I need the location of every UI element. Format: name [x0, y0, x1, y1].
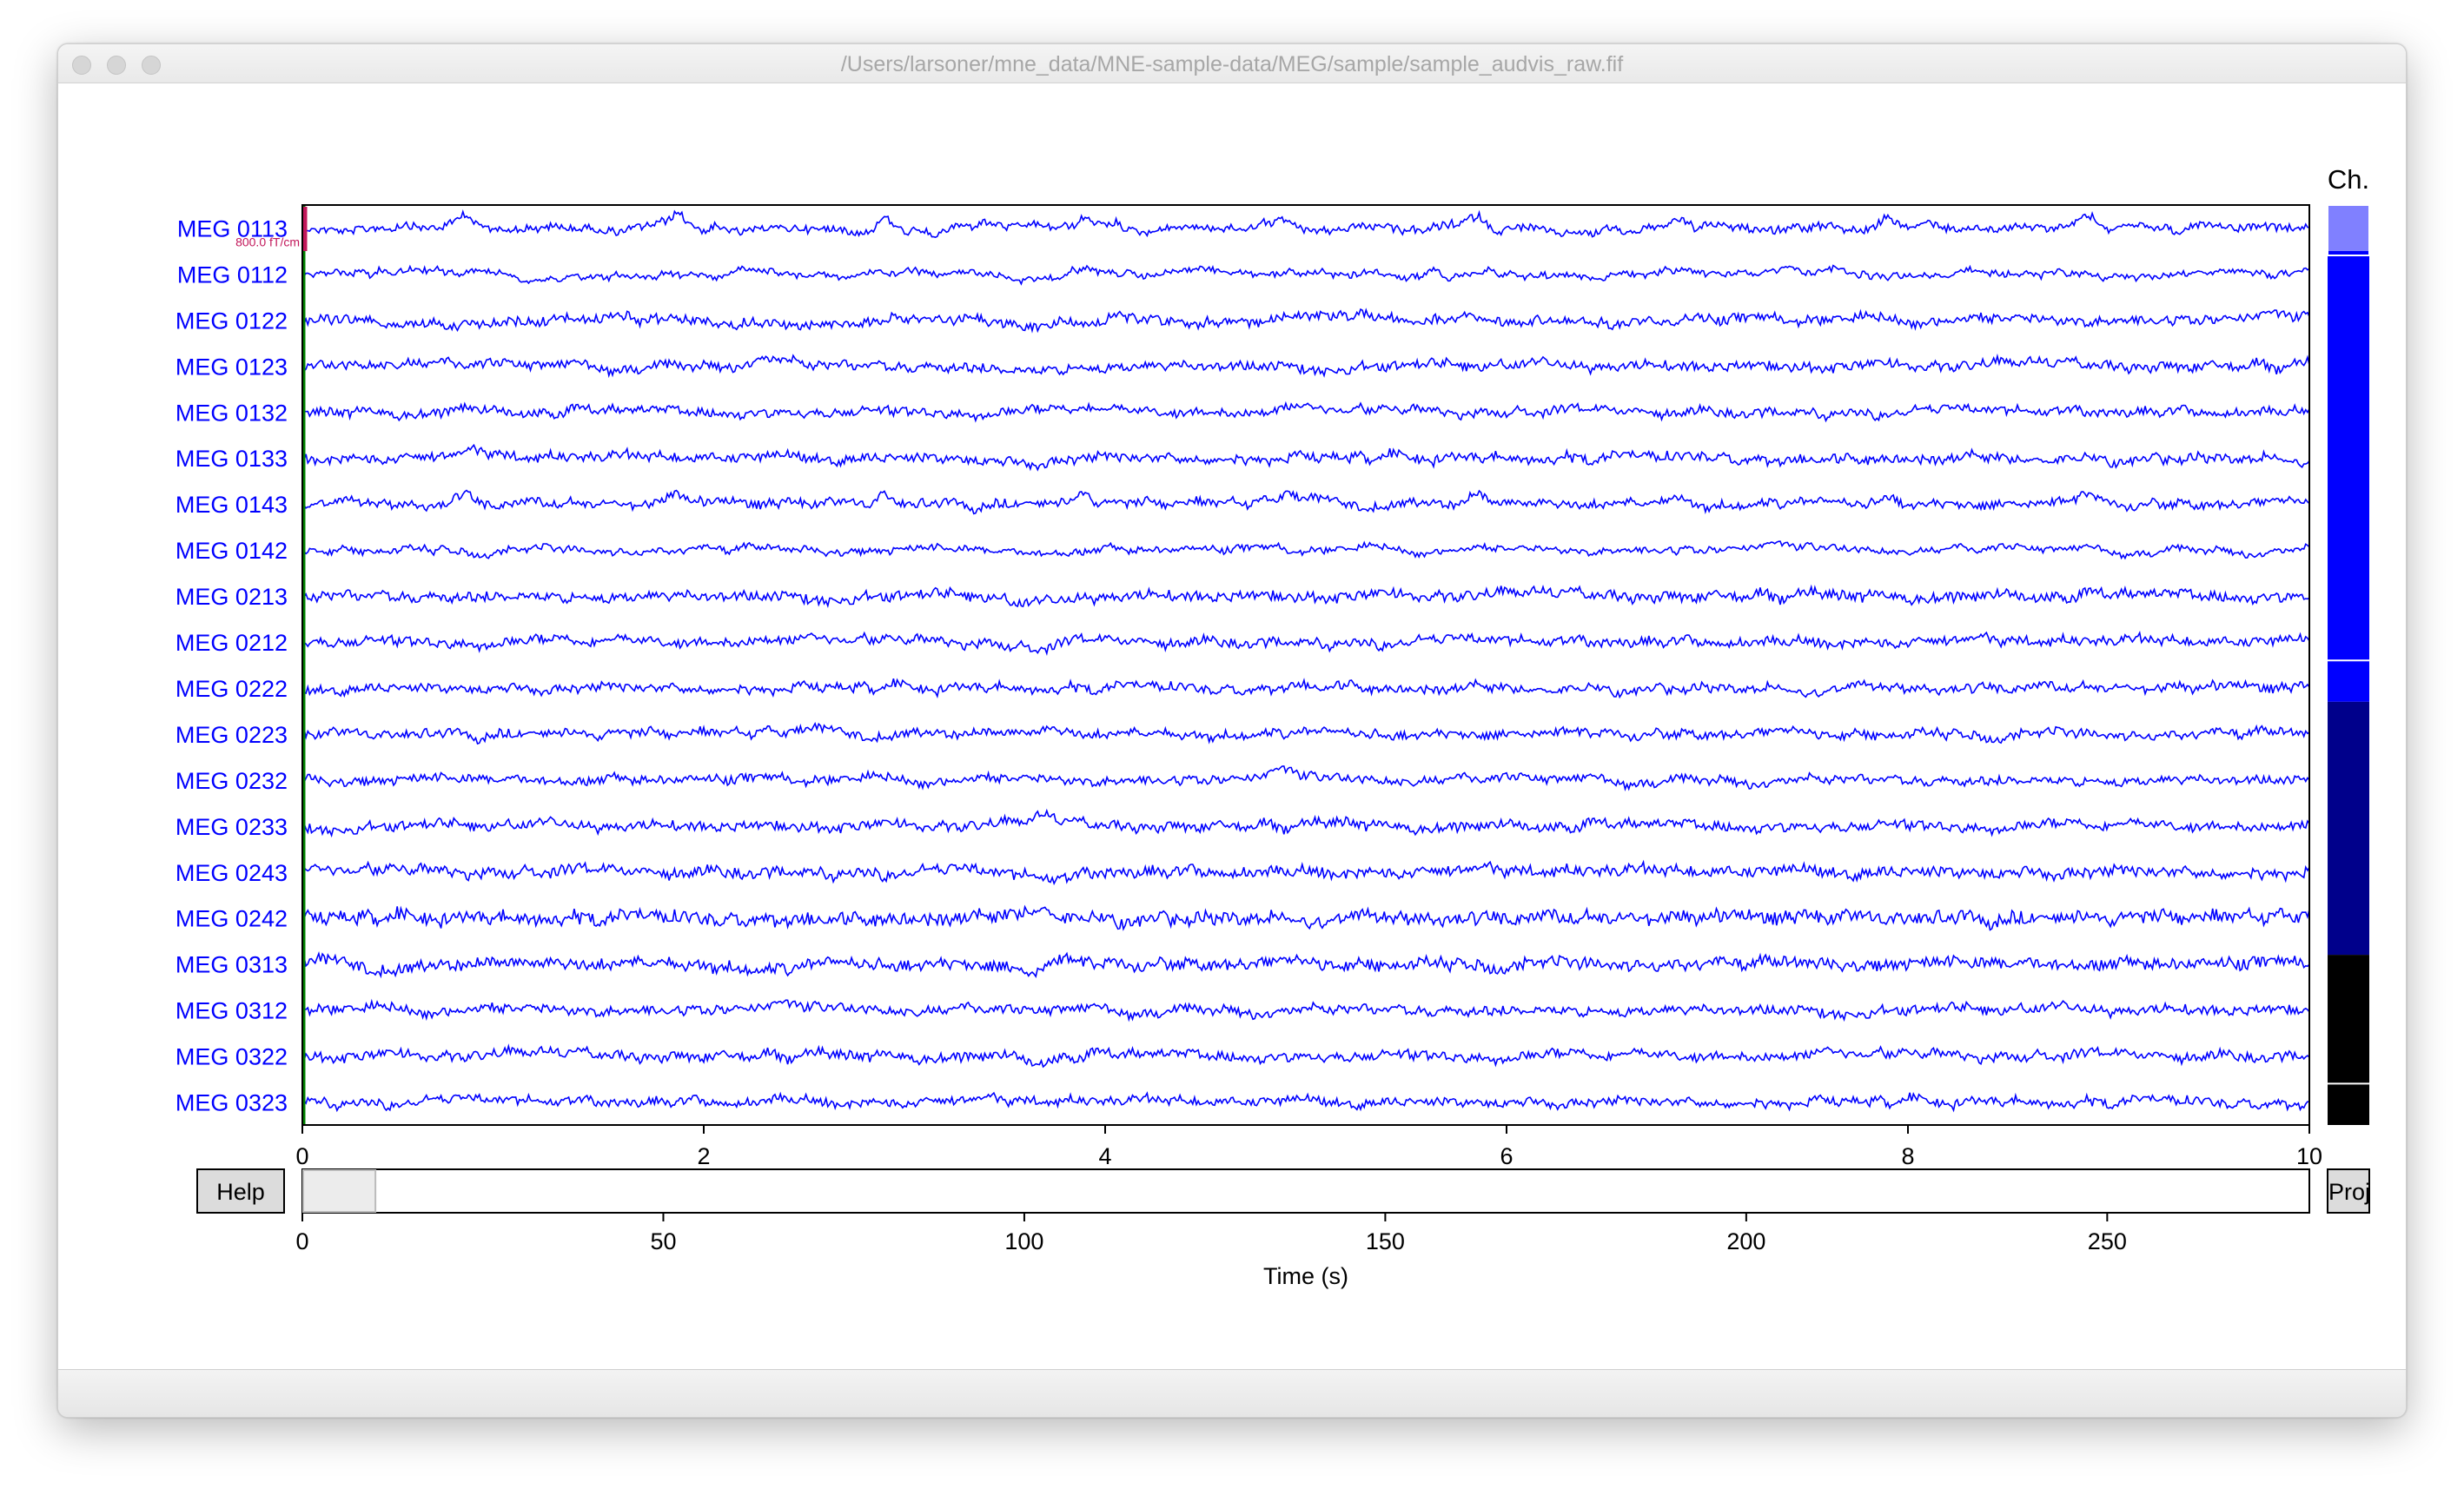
channel-trace[interactable]: [301, 400, 2310, 423]
channel-trace[interactable]: [301, 489, 2310, 515]
channel-trace[interactable]: [301, 859, 2310, 886]
navigator-tick-label: 150: [1366, 1228, 1405, 1254]
channel-label[interactable]: MEG 0123: [176, 354, 288, 380]
x-tick-label: 0: [295, 1143, 308, 1169]
channel-trace[interactable]: [301, 353, 2310, 379]
channel-label[interactable]: MEG 0122: [176, 308, 288, 334]
raw-data-figure: MEG 0113 MEG 0112 MEG 0122 MEG 0123 MEG 0132…: [176, 164, 2370, 1289]
channel-trace[interactable]: [301, 584, 2310, 608]
channel-trace[interactable]: [301, 678, 2310, 699]
channel-label[interactable]: MEG 0143: [176, 492, 288, 518]
channel-trace[interactable]: [301, 951, 2310, 979]
navigator-ticks: 0 50 100 150 200 250: [295, 1213, 2127, 1254]
scale-bar-label: 800.0 fT/cm: [235, 235, 300, 249]
channel-trace[interactable]: [301, 1043, 2310, 1069]
channel-label[interactable]: MEG 0113: [177, 215, 288, 242]
channel-label[interactable]: MEG 0242: [176, 906, 288, 932]
channel-trace[interactable]: [301, 264, 2310, 286]
window-footer: [58, 1369, 2406, 1417]
channel-trace[interactable]: [301, 308, 2310, 334]
channel-group-segment[interactable]: [2328, 205, 2369, 251]
channel-group-segment[interactable]: [2328, 1083, 2369, 1125]
time-axis-ticks: 0 2 4 6 8 10: [295, 1125, 2322, 1169]
navigator-tick-label: 100: [1004, 1228, 1043, 1254]
channel-group-segment[interactable]: [2328, 250, 2369, 661]
channel-label[interactable]: MEG 0142: [176, 538, 288, 564]
zoom-window-icon[interactable]: [142, 56, 161, 75]
time-navigator[interactable]: [301, 1168, 2310, 1214]
navigator-view-window[interactable]: [302, 1169, 377, 1213]
channel-trace[interactable]: [301, 765, 2310, 791]
channel-label[interactable]: MEG 0133: [176, 446, 288, 472]
proj-button-label: Proj: [2328, 1179, 2370, 1205]
channel-group-segment[interactable]: [2328, 660, 2369, 702]
channel-group-segment[interactable]: [2328, 955, 2369, 1084]
help-button[interactable]: Help: [196, 1168, 285, 1214]
channel-trace[interactable]: [301, 998, 2310, 1022]
channel-label[interactable]: MEG 0313: [176, 952, 288, 978]
channel-label[interactable]: MEG 0243: [176, 860, 288, 886]
channel-label[interactable]: MEG 0212: [176, 630, 288, 656]
navigator-tick-label: 0: [295, 1228, 308, 1254]
channel-label[interactable]: MEG 0223: [176, 722, 288, 748]
navigator-frame: [301, 1168, 2310, 1214]
channel-trace[interactable]: [301, 904, 2310, 931]
window-title: /Users/larsoner/mne_data/MNE-sample-data…: [840, 52, 1624, 76]
channel-view-window[interactable]: [2327, 204, 2370, 256]
proj-button[interactable]: Proj: [2327, 1168, 2370, 1214]
channel-trace[interactable]: [301, 540, 2310, 560]
traces-axes-frame: [301, 204, 2310, 1126]
channel-trace[interactable]: [301, 630, 2310, 657]
channel-trace[interactable]: [301, 209, 2310, 238]
channel-trace[interactable]: [301, 808, 2310, 838]
channel-group-segment[interactable]: [2328, 701, 2369, 956]
x-tick-label: 2: [697, 1143, 710, 1169]
channel-bar-title: Ch.: [2328, 164, 2369, 195]
navigator-tick-label: 250: [2088, 1228, 2127, 1254]
x-tick-label: 4: [1098, 1143, 1111, 1169]
channel-label[interactable]: MEG 0312: [176, 998, 288, 1024]
x-tick-label: 6: [1500, 1143, 1513, 1169]
minimize-window-icon[interactable]: [107, 56, 126, 75]
traces-axes[interactable]: MEG 0113 MEG 0112 MEG 0122 MEG 0123 MEG 0132…: [176, 205, 2310, 1125]
navigator-tick-label: 200: [1726, 1228, 1765, 1254]
x-tick-label: 8: [1901, 1143, 1914, 1169]
channel-label[interactable]: MEG 0233: [176, 814, 288, 840]
close-window-icon[interactable]: [72, 56, 91, 75]
channel-trace[interactable]: [301, 722, 2310, 745]
channel-label[interactable]: MEG 0323: [176, 1090, 288, 1116]
channel-label[interactable]: MEG 0112: [177, 261, 288, 288]
channel-label[interactable]: MEG 0232: [176, 768, 288, 794]
channel-label[interactable]: MEG 0132: [176, 400, 288, 426]
navigator-xlabel: Time (s): [1263, 1263, 1348, 1289]
x-tick-label: 10: [2296, 1143, 2322, 1169]
channel-label[interactable]: MEG 0222: [176, 676, 288, 702]
app-window: /Users/larsoner/mne_data/MNE-sample-data…: [57, 43, 2407, 1418]
channel-label[interactable]: MEG 0322: [176, 1044, 288, 1070]
channel-scrollbar[interactable]: [2327, 204, 2370, 1125]
channel-label[interactable]: MEG 0213: [176, 584, 288, 610]
channel-trace[interactable]: [301, 1091, 2310, 1113]
channel-trace[interactable]: [301, 443, 2310, 472]
title-bar: /Users/larsoner/mne_data/MNE-sample-data…: [58, 44, 2406, 83]
navigator-tick-label: 50: [650, 1228, 676, 1254]
help-button-label: Help: [216, 1179, 265, 1205]
